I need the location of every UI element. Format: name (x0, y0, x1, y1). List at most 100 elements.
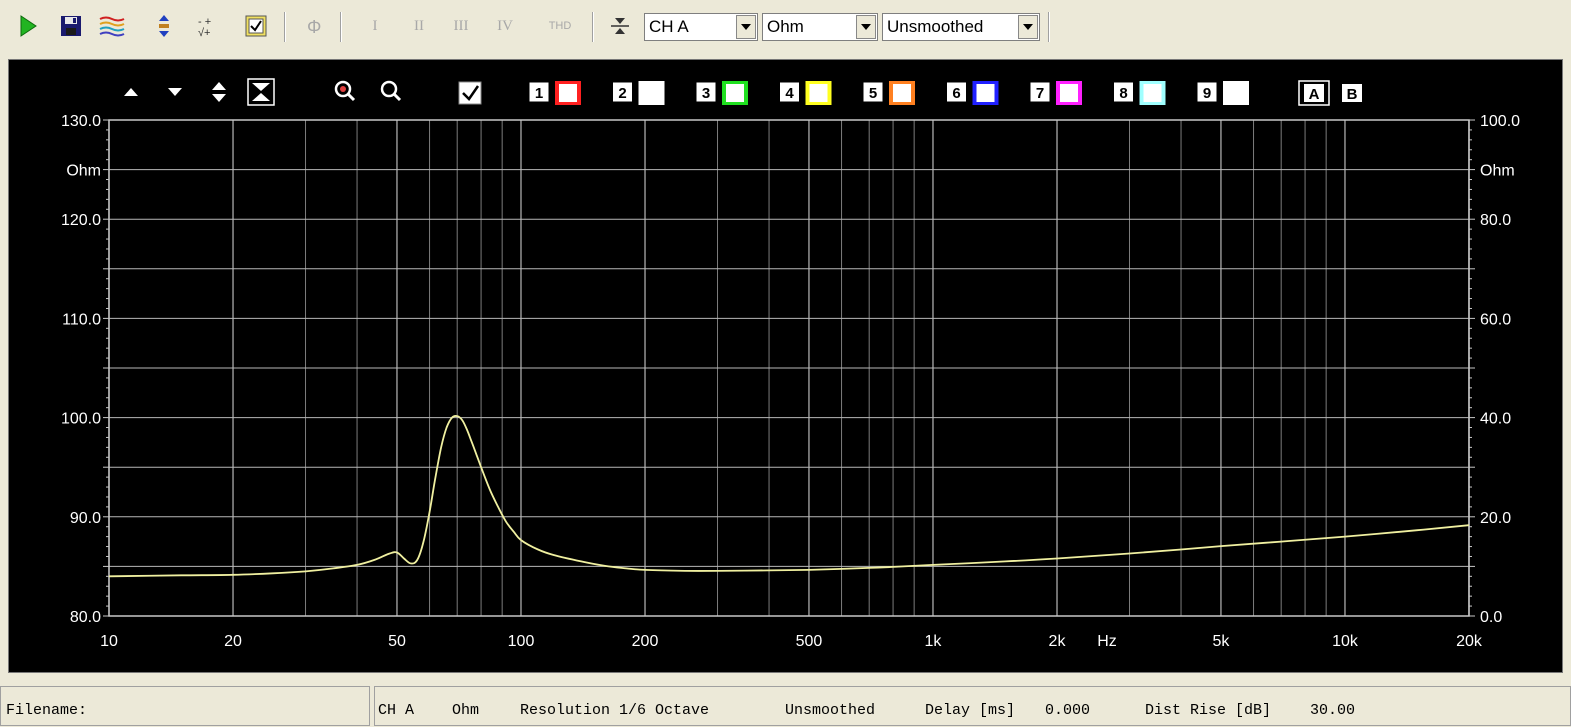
x-tick-label: 500 (796, 633, 823, 650)
toolbar-separator (1048, 12, 1050, 42)
overlay-2-color-swatch[interactable] (638, 81, 665, 105)
y-tick-label: 120.0 (61, 212, 101, 229)
smoothing-select[interactable]: Unsmoothed (882, 13, 1040, 41)
overlay-7-color-swatch[interactable] (1056, 81, 1082, 105)
x-tick-label: 1k (925, 633, 943, 650)
channel-select[interactable]: CH A (644, 13, 758, 41)
harmonic-2-button[interactable]: II (414, 17, 424, 34)
overlay-8-button[interactable]: 8 (1113, 81, 1166, 105)
chevron-down-icon[interactable] (856, 15, 876, 39)
overlay-3-color-swatch[interactable] (722, 81, 748, 105)
overlay-2-label: 2 (618, 85, 626, 102)
thd-button[interactable]: THD (548, 20, 572, 32)
check-clipboard-icon (245, 15, 267, 37)
overlay-4-button[interactable]: 4 (779, 81, 832, 105)
chevron-down-icon[interactable] (1018, 15, 1038, 39)
status-unit: Ohm (452, 702, 480, 719)
overlay-1-color-swatch[interactable] (555, 81, 581, 105)
overlay-1-label: 1 (535, 85, 543, 102)
zoom-in-icon[interactable] (334, 80, 356, 102)
overlay-9-label: 9 (1203, 85, 1211, 102)
overlay-b-button[interactable]: B (1342, 84, 1362, 103)
y2-axis-unit-label: Ohm (1480, 163, 1515, 180)
marker-plus-icon: - +√+ (198, 16, 211, 37)
status-bar: Filename: CH A Ohm Resolution 1/6 Octave… (0, 684, 1571, 727)
harmonic-1-button[interactable]: I (372, 17, 378, 34)
show-all-checkbox[interactable] (458, 81, 482, 105)
scale-fit-button[interactable] (152, 14, 176, 38)
overlay-3-label: 3 (702, 85, 710, 102)
y-axis-unit-label: Ohm (66, 163, 101, 180)
svg-text:√+: √+ (198, 27, 210, 37)
y-tick-label: 100.0 (61, 411, 101, 428)
scale-expand-icon[interactable] (212, 82, 226, 102)
x-tick-label: 50 (388, 633, 406, 650)
overlay-buttons: 1 2 3 4 5 6 7 8 9 (528, 81, 1249, 105)
overlay-8-color-swatch[interactable] (1139, 81, 1166, 105)
harmonic-4-button[interactable]: IV (497, 17, 513, 34)
overlay-9-button[interactable]: 9 (1196, 81, 1249, 105)
overlay-b-label: B (1347, 86, 1358, 103)
main-toolbar: - + √+ Φ I II III IV THD CH A Ohm Unsmoot… (0, 0, 1571, 56)
filename-label: Filename: (6, 702, 88, 719)
scale-up-icon[interactable] (124, 88, 138, 96)
add-marker-button[interactable]: - + √+ (194, 14, 220, 38)
curves (108, 414, 1470, 578)
plot-toolbar: 1 2 3 4 5 6 7 8 9 A B (124, 78, 1362, 106)
toolbar-separator (592, 12, 594, 42)
overlay-7-label: 7 (1036, 85, 1044, 102)
smoothing-select-value: Unsmoothed (887, 17, 984, 36)
save-button[interactable] (58, 14, 84, 38)
overlay-7-button[interactable]: 7 (1029, 81, 1082, 105)
y2-tick-label: 60.0 (1480, 311, 1511, 328)
overlay-5-label: 5 (869, 85, 877, 102)
y2-tick-label: 80.0 (1480, 212, 1511, 229)
delay-label: Delay [ms] (925, 702, 1016, 719)
harmonic-3-button[interactable]: III (453, 17, 469, 34)
checklist-button[interactable] (243, 14, 269, 38)
overlay-6-button[interactable]: 6 (946, 81, 999, 105)
overlay-1-button[interactable]: 1 (528, 81, 581, 105)
compress-vertical-icon (611, 18, 629, 34)
play-icon (20, 15, 37, 37)
x-tick-label: 20k (1456, 633, 1483, 650)
overlay-2-button[interactable]: 2 (612, 81, 665, 105)
overlay-curves-button[interactable] (98, 14, 126, 38)
x-tick-label: 2k (1049, 633, 1067, 650)
overlay-8-label: 8 (1119, 85, 1127, 102)
status-resolution: Resolution 1/6 Octave (520, 702, 710, 719)
run-button[interactable] (16, 14, 40, 38)
overlay-4-label: 4 (785, 85, 794, 102)
scale-down-icon[interactable] (168, 88, 182, 96)
status-filename-panel (0, 686, 370, 726)
delay-value: 0.000 (1045, 702, 1091, 719)
unit-select[interactable]: Ohm (762, 13, 878, 41)
vertical-fit-icon (159, 15, 169, 37)
overlay-3-button[interactable]: 3 (695, 81, 748, 105)
overlay-a-button[interactable]: A (1298, 80, 1330, 106)
overlay-5-color-swatch[interactable] (889, 81, 915, 105)
overlay-9-color-swatch[interactable] (1223, 81, 1249, 105)
toolbar-separator (340, 12, 342, 42)
chevron-down-icon[interactable] (736, 15, 756, 39)
x-tick-label: 10k (1332, 633, 1359, 650)
fit-vertical-icon[interactable] (247, 78, 275, 106)
overlay-5-button[interactable]: 5 (862, 81, 915, 105)
overlay-4-color-swatch[interactable] (805, 81, 832, 105)
dist-rise-value: 30.00 (1310, 702, 1356, 719)
axis-ticks (103, 119, 1475, 617)
zoom-out-icon[interactable] (380, 80, 402, 102)
y-compress-button[interactable] (606, 14, 634, 38)
unit-select-value: Ohm (767, 17, 804, 36)
overlay-6-color-swatch[interactable] (972, 81, 999, 105)
svg-text:Φ: Φ (307, 17, 321, 37)
y-tick-label: 80.0 (70, 609, 101, 626)
x-axis-unit-label: Hz (1097, 633, 1117, 650)
status-smoothing: Unsmoothed (785, 702, 876, 719)
y2-tick-label: 100.0 (1480, 113, 1520, 130)
phase-button[interactable]: Φ (302, 14, 326, 38)
y-tick-label: 110.0 (62, 311, 101, 328)
overlay-6-label: 6 (952, 85, 960, 102)
grid (108, 119, 1470, 617)
